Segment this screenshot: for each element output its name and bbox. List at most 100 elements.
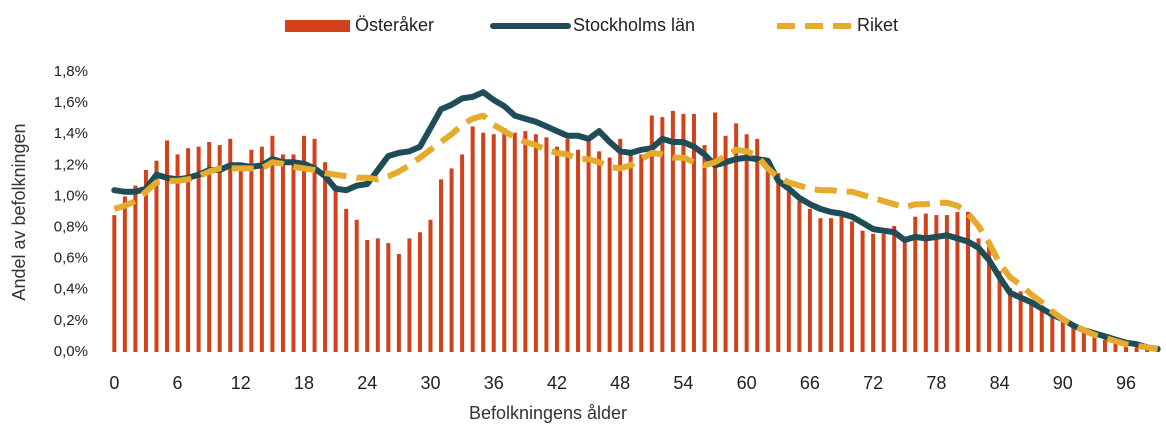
bar <box>807 208 812 352</box>
y-tick-label: 0,4% <box>54 281 88 298</box>
bar <box>407 238 412 352</box>
bar <box>470 126 475 352</box>
bar <box>565 138 570 352</box>
x-tick-label: 24 <box>357 373 377 393</box>
bar <box>238 166 243 352</box>
bar <box>818 218 823 352</box>
x-tick-label: 96 <box>1116 373 1136 393</box>
bar <box>512 132 517 352</box>
x-tick-label: 12 <box>231 373 251 393</box>
y-tick-label: 1,2% <box>54 156 88 173</box>
bar <box>249 149 254 352</box>
bar <box>1039 305 1044 352</box>
bar <box>765 159 770 352</box>
bar <box>344 208 349 352</box>
bar <box>554 146 559 352</box>
bar <box>365 240 370 352</box>
y-tick-label: 1,4% <box>54 125 88 142</box>
bar <box>1081 330 1086 352</box>
bar <box>607 157 612 352</box>
x-tick-label: 72 <box>863 373 883 393</box>
y-tick-label: 1,6% <box>54 94 88 111</box>
bar <box>375 238 380 352</box>
bar <box>1029 300 1034 352</box>
bar <box>302 135 307 352</box>
bar <box>533 134 538 352</box>
x-tick-label: 84 <box>990 373 1010 393</box>
legend-label: Österåker <box>355 15 434 35</box>
bar <box>354 219 359 352</box>
bar <box>217 145 222 352</box>
bar <box>1102 339 1107 352</box>
bar <box>976 238 981 352</box>
bar <box>913 216 918 352</box>
x-tick-label: 78 <box>926 373 946 393</box>
bar <box>481 132 486 352</box>
bar <box>207 142 212 352</box>
x-tick-label: 36 <box>484 373 504 393</box>
bar <box>1145 348 1150 352</box>
bar <box>871 233 876 352</box>
bar <box>1092 336 1097 352</box>
bar <box>1008 288 1013 352</box>
bar <box>196 146 201 352</box>
x-tick-label: 54 <box>673 373 693 393</box>
bar <box>154 160 159 352</box>
bar <box>713 112 718 352</box>
bar <box>428 219 433 352</box>
bar <box>1018 291 1023 352</box>
y-tick-label: 0,8% <box>54 219 88 236</box>
bar <box>386 243 391 352</box>
y-tick-label: 1,0% <box>54 187 88 204</box>
legend-swatch <box>285 20 350 32</box>
bar <box>691 114 696 352</box>
bar <box>312 138 317 352</box>
bar <box>133 185 138 352</box>
bar <box>270 135 275 352</box>
x-axis-title: Befolkningens ålder <box>469 403 627 423</box>
bar <box>639 154 644 352</box>
y-tick-label: 0,0% <box>54 343 88 360</box>
bar <box>850 221 855 352</box>
legend-label: Stockholms län <box>573 15 695 35</box>
bar <box>396 254 401 352</box>
x-tick-label: 66 <box>800 373 820 393</box>
bar <box>965 212 970 352</box>
bar <box>143 170 148 352</box>
bar <box>755 138 760 352</box>
bar <box>112 215 117 352</box>
bar <box>323 162 328 352</box>
bar <box>597 151 602 352</box>
x-tick-label: 90 <box>1053 373 1073 393</box>
bar <box>491 134 496 352</box>
bar <box>439 179 444 352</box>
x-tick-label: 0 <box>109 373 119 393</box>
bar <box>449 168 454 352</box>
bar <box>1050 313 1055 352</box>
bar <box>1060 319 1065 352</box>
bar <box>576 149 581 352</box>
bar <box>786 191 791 352</box>
bar <box>618 138 623 352</box>
bar <box>1134 347 1139 352</box>
bar <box>987 246 992 352</box>
bar <box>892 226 897 352</box>
bar <box>649 115 654 352</box>
bar <box>670 110 675 352</box>
bar <box>702 145 707 352</box>
bar <box>228 138 233 352</box>
bar <box>280 154 285 352</box>
bar <box>839 216 844 352</box>
bar <box>744 134 749 352</box>
bar <box>523 131 528 352</box>
bar <box>828 218 833 352</box>
bar <box>628 151 633 352</box>
x-tick-label: 42 <box>547 373 567 393</box>
bar <box>797 201 802 352</box>
bar <box>776 173 781 352</box>
bar <box>333 185 338 352</box>
bar <box>417 232 422 352</box>
bar <box>586 137 591 352</box>
bar <box>186 148 191 352</box>
